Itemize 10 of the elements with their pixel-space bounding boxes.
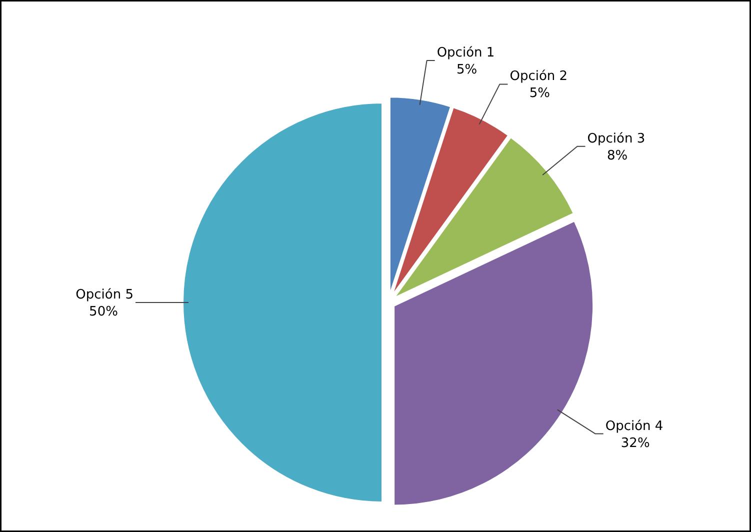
slice-label: Opción 2 — [510, 69, 568, 84]
slice-label: Opción 4 — [605, 418, 664, 434]
data-label: 8% — [606, 148, 628, 164]
data-label: 5% — [456, 62, 478, 78]
slice-label: Opción 3 — [587, 131, 646, 146]
slice-label: Opción 1 — [436, 46, 495, 61]
data-label: 50% — [89, 304, 118, 320]
data-label: 32% — [620, 436, 650, 451]
data-label: 5% — [529, 86, 550, 102]
slice-label: Opción 5 — [76, 288, 134, 302]
